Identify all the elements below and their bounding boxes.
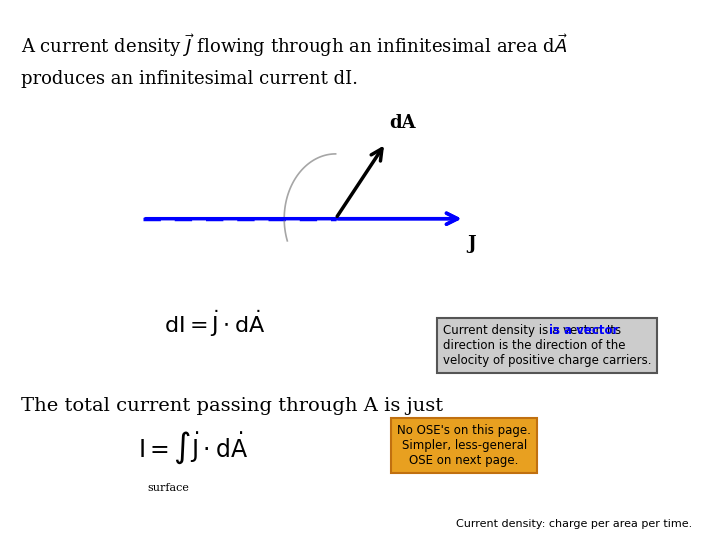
- Text: No OSE's on this page.
Simpler, less-general
OSE on next page.: No OSE's on this page. Simpler, less-gen…: [397, 424, 531, 467]
- Text: The total current passing through A is just: The total current passing through A is j…: [22, 397, 444, 415]
- Text: dA: dA: [390, 114, 416, 132]
- Text: $\mathrm{I} = \int \dot{\mathrm{J}} \cdot \mathrm{d\dot{A}}$: $\mathrm{I} = \int \dot{\mathrm{J}} \cdo…: [138, 430, 248, 467]
- Text: Current density: Current density: [443, 324, 539, 337]
- Text: surface: surface: [147, 483, 189, 494]
- Text: J: J: [468, 235, 476, 253]
- Text: Current density: charge per area per time.: Current density: charge per area per tim…: [456, 519, 693, 529]
- Text: A current density $\vec{J}$ flowing through an infinitesimal area d$\vec{A}$: A current density $\vec{J}$ flowing thro…: [22, 32, 569, 59]
- Text: Current density is a vector. Its
direction is the direction of the
velocity of p: Current density is a vector. Its directi…: [443, 324, 652, 367]
- Text: $\mathrm{dI} = \dot{\mathrm{J}} \cdot \mathrm{d\dot{A}}$: $\mathrm{dI} = \dot{\mathrm{J}} \cdot \m…: [163, 308, 265, 340]
- Text: is a vector: is a vector: [549, 324, 618, 337]
- Text: produces an infinitesimal current dI.: produces an infinitesimal current dI.: [22, 70, 359, 88]
